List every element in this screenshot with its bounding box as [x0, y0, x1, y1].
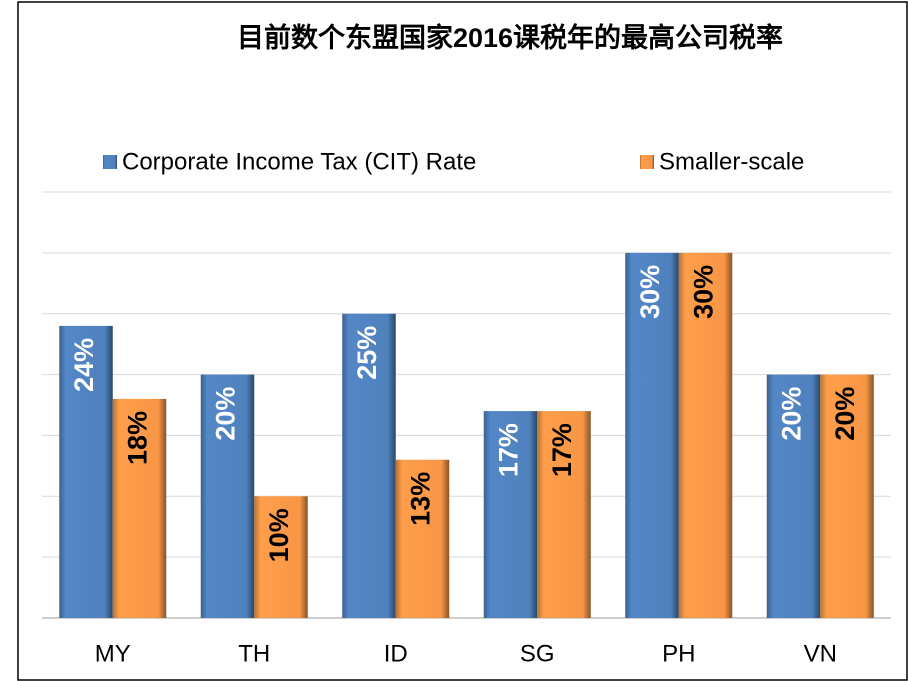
bar [395, 459, 450, 618]
chart-title: 目前数个东盟国家2016课税年的最高公司税率 [237, 22, 783, 53]
data-label: 25% [352, 326, 382, 380]
data-label: 24% [69, 338, 99, 392]
legend-label: Smaller-scale [659, 148, 804, 175]
x-tick-label: PH [662, 640, 695, 667]
data-label: 20% [777, 387, 807, 441]
x-tick-label: ID [384, 640, 408, 667]
data-label: 17% [494, 423, 524, 477]
bar [537, 411, 591, 618]
legend-label: Corporate Income Tax (CIT) Rate [122, 148, 476, 175]
bar [766, 374, 821, 618]
bar [625, 252, 679, 618]
x-tick-label: TH [238, 640, 270, 667]
bar [483, 411, 538, 618]
bar [820, 374, 874, 618]
data-label: 18% [123, 411, 153, 465]
legend-swatch [640, 155, 654, 169]
bar [200, 374, 255, 618]
data-label: 20% [830, 387, 860, 441]
data-label: 17% [547, 423, 577, 477]
data-label: 30% [689, 265, 719, 319]
bar [59, 325, 113, 618]
bar [678, 252, 733, 618]
bar [342, 313, 396, 618]
x-tick-label: SG [520, 640, 555, 667]
x-tick-label: VN [804, 640, 837, 667]
bar [112, 398, 167, 618]
data-label: 20% [211, 387, 241, 441]
data-label: 10% [264, 508, 294, 562]
data-label: 13% [406, 472, 436, 526]
chart-border [17, 1, 908, 681]
x-tick-label: MY [95, 640, 131, 667]
bar [254, 496, 308, 618]
legend-swatch [103, 155, 117, 169]
data-label: 30% [635, 265, 665, 319]
